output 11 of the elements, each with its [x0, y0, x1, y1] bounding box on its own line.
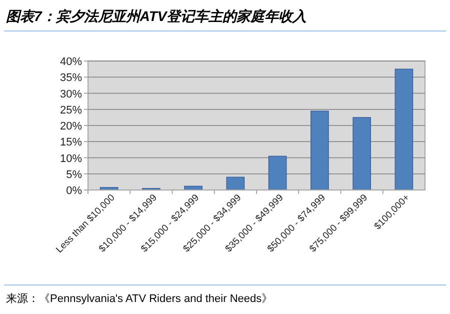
y-tick-label: 35%	[60, 72, 82, 84]
y-tick-label: 25%	[60, 104, 82, 116]
title: 图表7：宾夕法尼亚州ATV登记车主的家庭年收入	[6, 8, 307, 24]
source-note: 来源：《Pennsylvania's ATV Riders and their Needs》	[6, 292, 273, 305]
y-tick-label: 10%	[60, 152, 82, 165]
y-tick-label: 30%	[60, 88, 82, 100]
y-tick-label: 15%	[60, 136, 82, 149]
y-tick-label: 0%	[66, 185, 82, 197]
y-tick-label: 40%	[60, 56, 82, 68]
y-tick-label: 5%	[66, 168, 82, 181]
y-tick-label: 20%	[60, 120, 82, 132]
